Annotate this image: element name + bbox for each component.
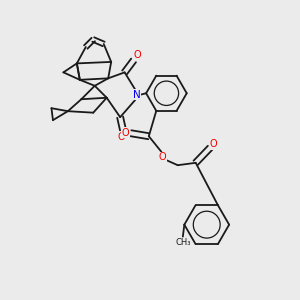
Text: O: O [118,132,125,142]
Text: N: N [133,90,140,100]
Text: CH₃: CH₃ [175,238,190,247]
Text: O: O [209,139,217,149]
Text: O: O [122,128,129,138]
Text: O: O [133,50,141,60]
Text: O: O [158,152,166,162]
